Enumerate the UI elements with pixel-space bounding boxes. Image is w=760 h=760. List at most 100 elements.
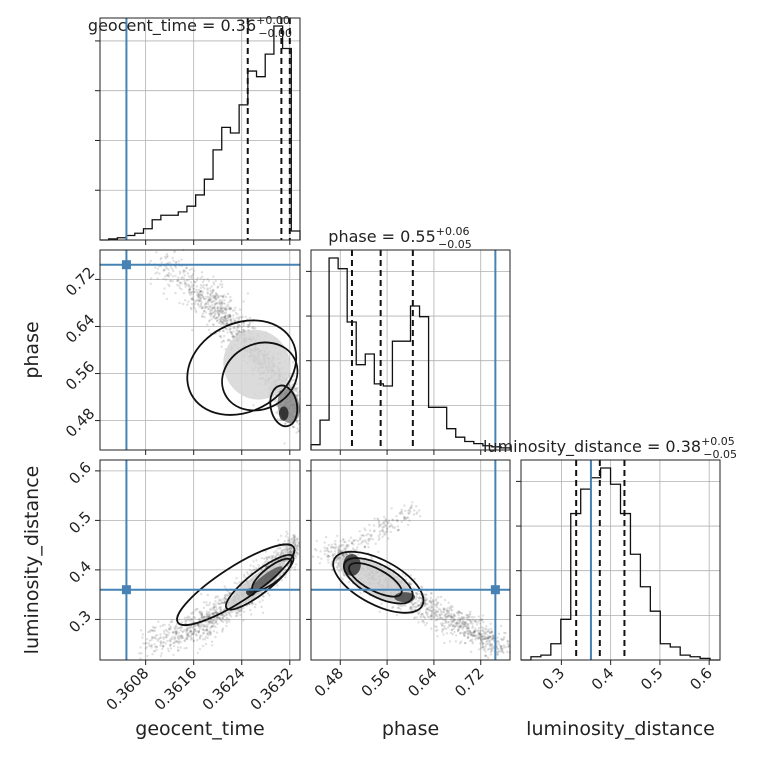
sample-point (229, 315, 232, 318)
sample-point (293, 539, 296, 542)
sample-point (429, 596, 432, 600)
sample-point (176, 640, 179, 644)
sample-point (222, 320, 225, 323)
sample-point (384, 530, 388, 533)
sample-point (289, 547, 292, 550)
sample-point (293, 566, 296, 569)
sample-point (214, 620, 218, 623)
sample-point (478, 635, 482, 639)
sample-point (165, 634, 168, 637)
sample-point (481, 629, 485, 632)
sample-point (201, 312, 205, 315)
sample-point (213, 608, 217, 612)
sample-point (205, 284, 208, 287)
sample-point (415, 512, 418, 515)
sample-point (192, 272, 195, 275)
sample-point (484, 643, 488, 646)
sample-point (433, 616, 436, 620)
sample-point (340, 543, 343, 547)
sample-point (201, 315, 204, 318)
sample-point (164, 636, 168, 639)
sample-point (383, 515, 386, 519)
sample-point (216, 616, 219, 619)
sample-point (240, 609, 243, 612)
sample-point (449, 615, 453, 618)
sample-point (218, 607, 221, 610)
sample-point (382, 521, 385, 525)
sample-point (210, 612, 213, 616)
sample-point (463, 630, 466, 634)
sample-point (337, 547, 341, 550)
sample-point (174, 640, 178, 643)
sample-point (228, 338, 231, 342)
sample-point (463, 624, 466, 628)
sample-point (230, 319, 233, 322)
sample-point (474, 638, 477, 641)
x-axis-label-luminosity_distance: luminosity_distance (526, 718, 715, 740)
sample-point (229, 327, 232, 330)
sample-point (212, 619, 215, 622)
sample-point (466, 618, 469, 622)
sample-point (216, 312, 220, 315)
sample-point (208, 633, 211, 637)
sample-point (228, 313, 232, 317)
sample-point (240, 607, 243, 610)
sample-point (345, 543, 349, 547)
sample-point (188, 627, 191, 630)
sample-point (225, 614, 228, 617)
sample-point (167, 283, 170, 286)
sample-point (205, 610, 209, 613)
sample-point (221, 321, 224, 324)
sample-point (294, 543, 297, 546)
sample-point (428, 600, 431, 603)
y-tick-label: 0.56 (62, 357, 98, 393)
sample-point (221, 339, 225, 342)
sample-point (501, 639, 504, 642)
sample-point (457, 627, 460, 631)
sample-point (180, 277, 183, 280)
sample-point (230, 610, 234, 614)
sample-point (229, 318, 232, 321)
sample-point (499, 644, 502, 647)
sample-point (292, 535, 296, 539)
sample-point (196, 651, 200, 654)
sample-point (228, 592, 231, 595)
sample-point (335, 559, 338, 562)
sample-point (416, 592, 419, 596)
sample-point (446, 615, 449, 618)
sample-point (452, 627, 455, 631)
sample-point (195, 299, 198, 302)
sample-point (196, 294, 199, 297)
sample-point (175, 632, 178, 635)
sample-point (200, 614, 204, 618)
sample-point (474, 634, 477, 637)
sample-point (212, 315, 215, 319)
sample-point (290, 547, 293, 550)
sample-point (404, 509, 407, 513)
sample-point (192, 632, 196, 635)
sample-point (191, 632, 194, 636)
sample-point (159, 633, 162, 636)
sample-point (382, 520, 385, 524)
sample-point (224, 314, 227, 318)
sample-point (490, 649, 493, 652)
sample-point (216, 309, 219, 312)
sample-point (364, 528, 367, 532)
sample-point (181, 635, 184, 638)
sample-point (200, 614, 203, 617)
sample-point (390, 523, 393, 526)
sample-point (191, 626, 194, 629)
sample-point (175, 632, 178, 636)
sample-point (480, 635, 483, 638)
sample-point (203, 629, 206, 632)
sample-point (350, 542, 354, 545)
sample-point (195, 634, 198, 637)
sample-point (210, 640, 214, 643)
sample-point (266, 592, 270, 595)
sample-point (221, 602, 225, 605)
sample-point (297, 430, 300, 433)
sample-point (384, 532, 387, 536)
sample-point (196, 295, 199, 299)
sample-point (214, 291, 217, 295)
sample-point (444, 615, 447, 618)
